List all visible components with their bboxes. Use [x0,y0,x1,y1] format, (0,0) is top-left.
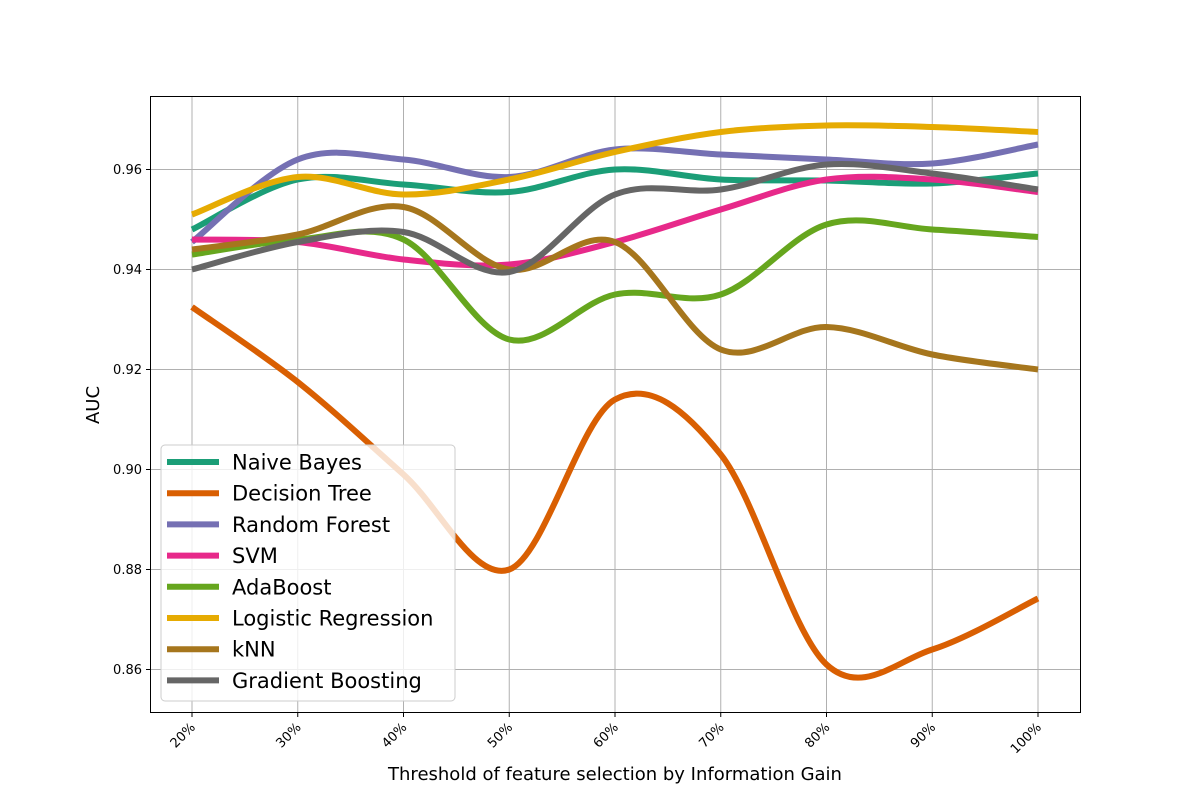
x-tick-label: 50% [485,720,516,751]
y-tick-label: 0.94 [113,263,142,278]
x-axis-label: Threshold of feature selection by Inform… [387,764,842,785]
x-tick-label: 20% [168,720,199,751]
x-tick-label: 40% [379,720,410,751]
x-tick-label: 60% [591,720,622,751]
y-tick-label: 0.92 [113,363,142,378]
legend-label: AdaBoost [232,575,331,599]
legend-box [160,444,456,702]
series-lines [190,122,1040,681]
x-tick-label: 80% [802,720,833,751]
legend-label: Logistic Regression [232,607,433,631]
series-line-gradient-boosting [191,160,1039,276]
legend-label: Gradient Boosting [232,669,422,693]
legend-label: Naive Bayes [232,451,362,475]
y-tick-label: 0.90 [113,463,142,478]
y-tick-label: 0.88 [113,563,142,578]
legend: Naive Bayes Decision Tree Random Forest SVM… [160,444,456,702]
legend-label: SVM [232,544,278,568]
y-tick-label: 0.86 [113,663,142,678]
y-tick-label: 0.96 [113,163,142,178]
x-tick-label: 70% [697,720,728,751]
y-axis-ticks: 0.86 0.88 0.90 0.92 0.94 0.96 [113,163,151,678]
series-line-decision-tree [190,304,1040,681]
x-tick-label: 100% [1008,720,1045,757]
series-line-logistic-regression [190,122,1039,218]
x-tick-label: 90% [908,720,939,751]
legend-label: kNN [232,638,276,662]
x-tick-label: 30% [274,720,305,751]
legend-label: Random Forest [232,513,390,537]
x-axis-ticks: 20% 30% 40% 50% 60% 70% 80% 90% 100% [168,712,1045,757]
legend-label: Decision Tree [232,482,372,506]
y-axis-label: AUC [83,386,104,424]
series-line-knn [191,203,1039,373]
